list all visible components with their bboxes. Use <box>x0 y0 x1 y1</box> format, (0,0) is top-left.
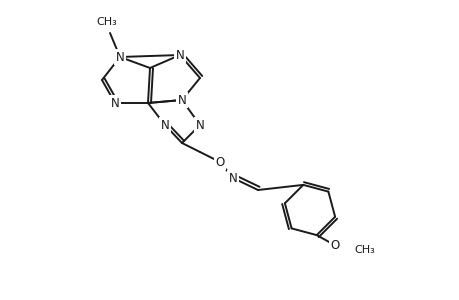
Text: O: O <box>215 155 224 169</box>
Text: CH₃: CH₃ <box>96 17 117 27</box>
Text: N: N <box>195 118 204 131</box>
Text: N: N <box>160 118 169 131</box>
Text: N: N <box>115 50 124 64</box>
Text: N: N <box>175 49 184 62</box>
Text: N: N <box>228 172 237 184</box>
Text: N: N <box>177 94 186 106</box>
Text: CH₃: CH₃ <box>354 245 375 255</box>
Text: O: O <box>330 238 339 252</box>
Text: N: N <box>110 97 119 110</box>
